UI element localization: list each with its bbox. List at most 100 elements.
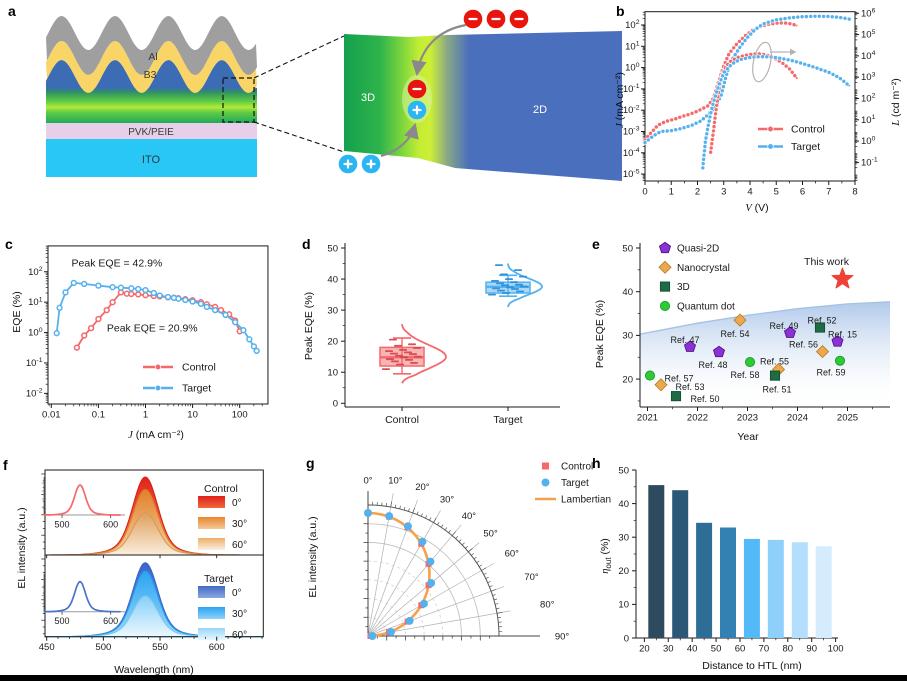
svg-text:Control: Control — [791, 124, 825, 136]
svg-text:ITO: ITO — [142, 154, 161, 166]
svg-text:Ref. 49: Ref. 49 — [769, 321, 798, 331]
bar-85nm — [791, 542, 808, 638]
svg-text:600: 600 — [103, 616, 118, 626]
g-y-axis-label: EL intensity (a.u.) — [307, 516, 319, 598]
ref-point: Ref. 56 — [789, 340, 830, 359]
c-x-axis-label: J (mA cm⁻²) — [128, 429, 184, 441]
svg-text:50: 50 — [711, 644, 722, 655]
svg-text:40: 40 — [327, 274, 338, 285]
bar-35nm — [672, 490, 689, 638]
svg-text:Target: Target — [204, 573, 233, 585]
panel-c-eqe-chart: 0.01 0.1 1 10 100 102 101 100 10-1 10-2 Peak EQE =… — [26, 245, 269, 421]
svg-text:Quantum dot: Quantum dot — [677, 301, 735, 312]
svg-text:0°: 0° — [363, 475, 372, 486]
svg-text:5: 5 — [774, 187, 779, 198]
svg-text:10-4: 10-4 — [623, 147, 640, 159]
svg-text:450: 450 — [39, 642, 55, 653]
page-bottom-rule — [0, 675, 907, 681]
panel-h-outcoupling-bars: 20 30 40 50 60 70 80 90 100 0 10 20 30 40 50 — [618, 465, 843, 655]
legend: Control Target — [758, 124, 825, 153]
ref-point: Ref. 47 — [670, 335, 700, 352]
svg-text:80°: 80° — [540, 600, 555, 611]
svg-text:2D: 2D — [533, 104, 547, 116]
svg-text:Lambertian: Lambertian — [561, 495, 611, 506]
svg-text:PVK/PEIE: PVK/PEIE — [128, 127, 174, 138]
svg-text:104: 104 — [861, 50, 876, 62]
svg-text:600: 600 — [103, 520, 118, 530]
target-point — [387, 627, 396, 636]
svg-text:0: 0 — [624, 633, 629, 644]
svg-text:8: 8 — [852, 187, 857, 198]
panel-label-c: c — [5, 236, 13, 252]
svg-text:20°: 20° — [415, 482, 430, 493]
svg-text:105: 105 — [861, 29, 876, 41]
bar-65nm — [743, 538, 760, 638]
svg-text:2: 2 — [695, 187, 700, 198]
svg-text:40: 40 — [687, 644, 698, 655]
right-axis-guide — [752, 41, 797, 83]
svg-text:70°: 70° — [524, 572, 539, 583]
svg-text:2023: 2023 — [737, 413, 758, 424]
target-point — [426, 557, 435, 566]
svg-text:Control: Control — [561, 462, 593, 473]
svg-text:10-1: 10-1 — [623, 83, 640, 95]
svg-text:Peak EQE = 42.9%: Peak EQE = 42.9% — [72, 258, 163, 270]
svg-text:2022: 2022 — [687, 413, 708, 424]
svg-text:Ref. 58: Ref. 58 — [730, 370, 759, 380]
svg-text:This work: This work — [804, 256, 850, 268]
svg-text:500: 500 — [95, 642, 111, 653]
svg-text:2025: 2025 — [837, 413, 858, 424]
svg-text:0°: 0° — [232, 498, 242, 509]
panel-a-device-schematic: Al B3 PVK/PEIE ITO 3D 2D — [46, 9, 622, 181]
svg-text:1: 1 — [669, 187, 674, 198]
svg-text:10: 10 — [618, 600, 629, 611]
svg-text:20: 20 — [622, 374, 633, 385]
violin-target — [485, 263, 543, 308]
svg-text:3: 3 — [721, 187, 726, 198]
c-y-axis-label: EQE (%) — [11, 291, 23, 333]
legend: Control Target Lambertian — [535, 462, 611, 506]
d-y-axis-label: Peak EQE (%) — [303, 291, 315, 361]
bar-95nm — [815, 546, 832, 638]
svg-text:106: 106 — [861, 7, 876, 19]
svg-text:Ref. 56: Ref. 56 — [789, 340, 818, 350]
ref-point: Ref. 49 — [769, 321, 799, 338]
f-x-axis-label: Wavelength (nm) — [114, 664, 194, 676]
lambertian-curve — [367, 511, 431, 638]
ref-point: Ref. 51 — [762, 370, 792, 395]
ref-point: Ref. 50 — [670, 391, 720, 404]
series-target-l — [700, 54, 851, 171]
target-point — [427, 579, 436, 588]
legend-control: Control 0° 30° 60° — [198, 483, 247, 551]
bar-55nm — [720, 527, 736, 638]
svg-text:Control: Control — [182, 362, 216, 374]
svg-text:0.1: 0.1 — [92, 410, 105, 421]
svg-text:10: 10 — [187, 410, 198, 421]
target-point — [418, 537, 427, 546]
target-point — [419, 599, 428, 608]
svg-text:Ref. 59: Ref. 59 — [816, 368, 845, 378]
svg-text:2024: 2024 — [787, 413, 808, 424]
svg-text:100: 100 — [232, 410, 248, 421]
svg-text:30: 30 — [618, 533, 629, 544]
svg-text:Control: Control — [204, 483, 238, 495]
target-point — [403, 522, 412, 531]
svg-text:101: 101 — [625, 41, 640, 53]
panel-label-f: f — [3, 457, 8, 473]
ref-point: Ref. 15 — [828, 330, 857, 347]
svg-text:600: 600 — [209, 642, 225, 653]
target-point — [405, 616, 414, 625]
ref-point: Ref. 54 — [720, 313, 750, 339]
svg-text:Nanocrystal: Nanocrystal — [677, 263, 730, 274]
svg-text:Ref. 54: Ref. 54 — [720, 329, 749, 339]
svg-text:100: 100 — [625, 62, 640, 74]
svg-text:100: 100 — [28, 327, 43, 339]
ref-point: Ref. 48 — [698, 345, 728, 370]
series-target — [53, 279, 260, 355]
bar-25nm — [648, 485, 665, 638]
svg-text:50: 50 — [327, 243, 338, 254]
svg-text:Target: Target — [182, 383, 211, 395]
svg-text:10-1: 10-1 — [861, 157, 878, 169]
svg-text:30: 30 — [622, 331, 633, 342]
